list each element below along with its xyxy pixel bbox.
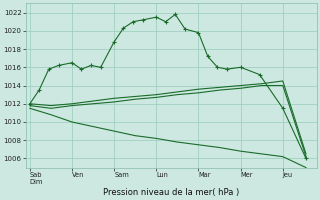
- X-axis label: Pression niveau de la mer( hPa ): Pression niveau de la mer( hPa ): [103, 188, 239, 197]
